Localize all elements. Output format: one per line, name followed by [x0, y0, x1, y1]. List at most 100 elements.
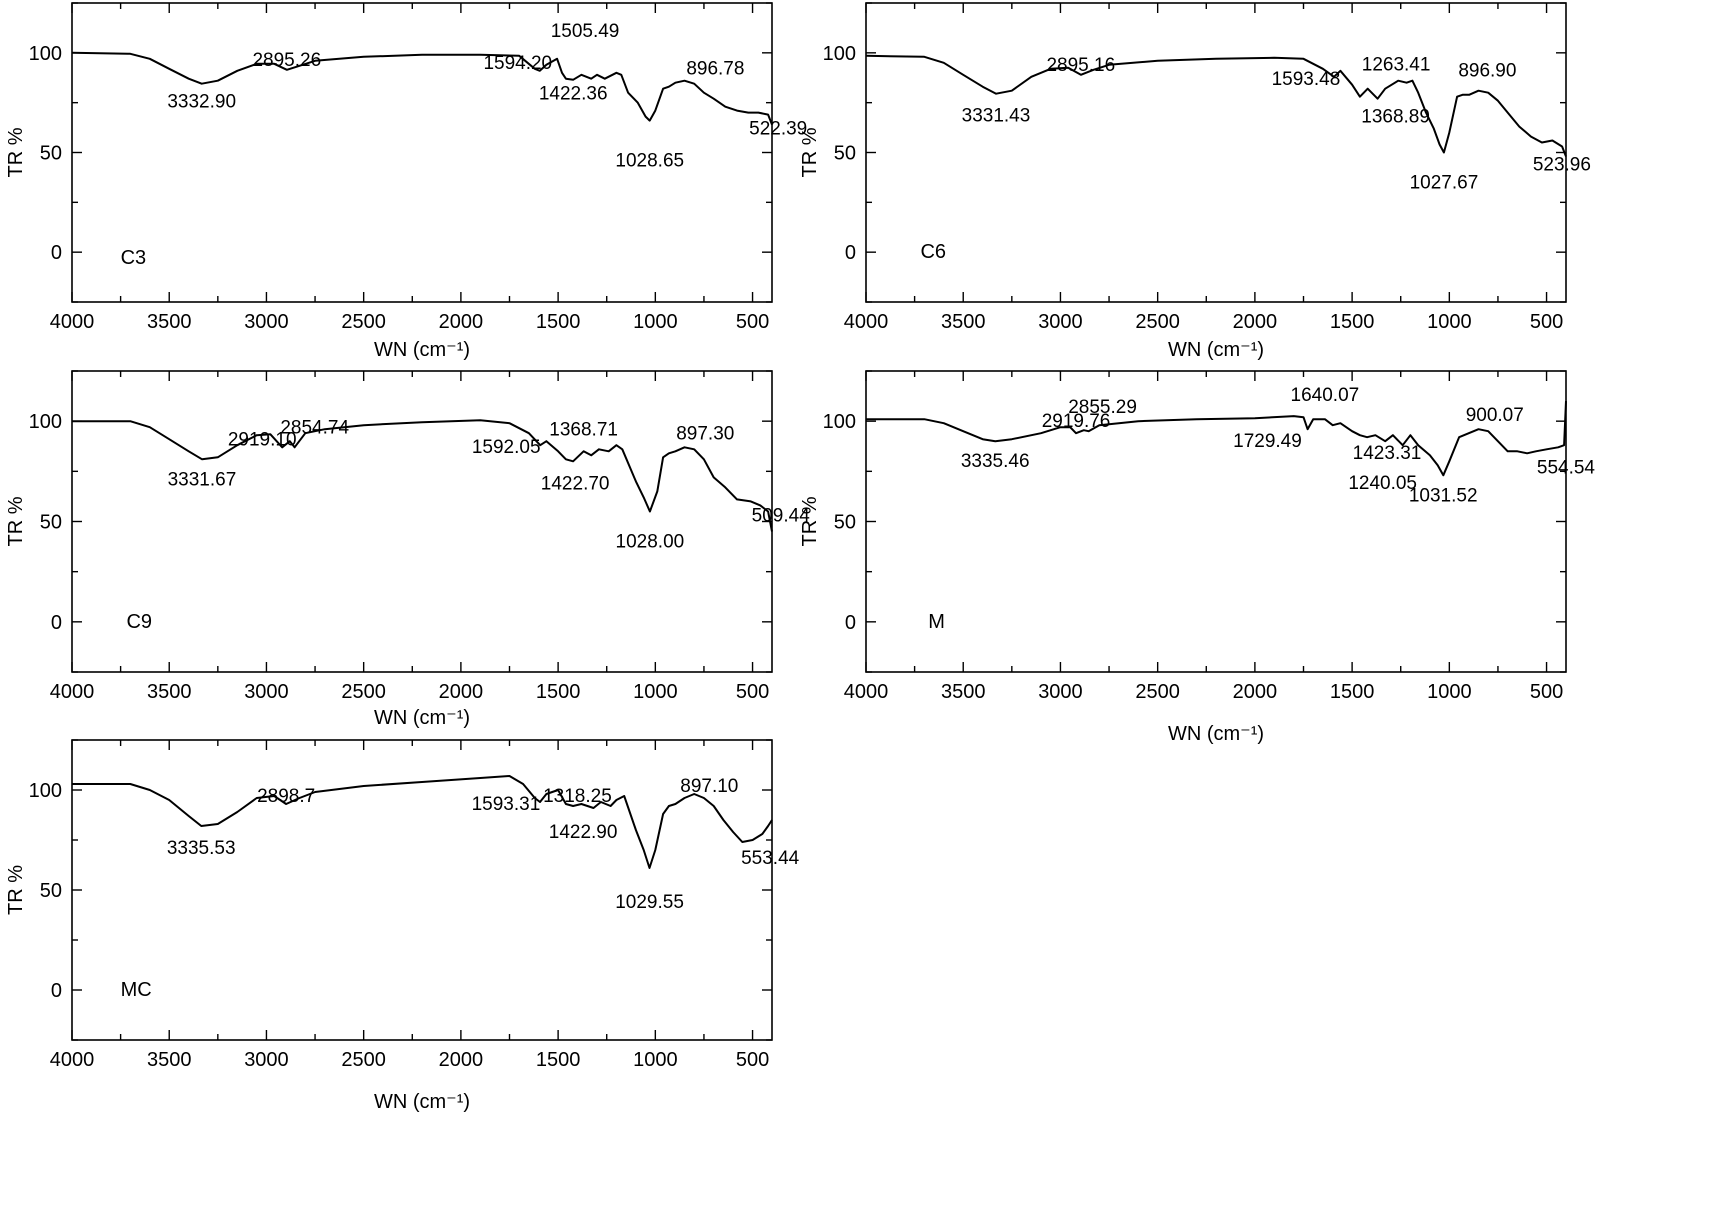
x-axis-title: WN (cm⁻¹)	[1168, 339, 1264, 361]
peak-label: 3331.67	[168, 469, 237, 490]
x-tick-label: 3500	[147, 681, 192, 703]
x-tick-label: 2000	[439, 681, 484, 703]
peak-label: 1640.07	[1291, 385, 1360, 406]
x-tick-label: 1000	[1427, 681, 1472, 703]
x-tick-label: 1000	[633, 1049, 678, 1071]
peak-label: 522.39	[749, 119, 807, 140]
peak-label: 509.44	[752, 505, 811, 526]
peak-label: 1028.65	[615, 151, 684, 172]
y-axis-title: TR %	[5, 496, 27, 546]
y-tick-label: 50	[834, 512, 856, 534]
peak-label: 1729.49	[1233, 431, 1302, 452]
x-axis-title: WN (cm⁻¹)	[374, 1091, 470, 1113]
peak-label: 3332.90	[167, 92, 236, 113]
x-tick-label: 3000	[244, 1049, 289, 1071]
x-tick-label: 4000	[50, 681, 95, 703]
x-tick-label: 1500	[1330, 681, 1375, 703]
peak-label: 896.78	[686, 59, 744, 80]
y-axis-title: TR %	[799, 127, 821, 177]
peak-label: 1368.89	[1361, 107, 1430, 128]
x-tick-label: 1500	[1330, 311, 1375, 333]
x-tick-label: 1000	[633, 311, 678, 333]
x-tick-label: 4000	[50, 311, 95, 333]
sample-label: MC	[121, 979, 152, 1001]
x-tick-label: 3500	[941, 681, 986, 703]
y-tick-label: 100	[29, 780, 62, 802]
y-tick-label: 100	[823, 411, 856, 433]
peak-label: 2895.26	[252, 50, 321, 71]
peak-label: 1029.55	[615, 892, 684, 913]
x-tick-label: 2500	[1135, 681, 1180, 703]
y-tick-label: 100	[29, 411, 62, 433]
peak-label: 1263.41	[1362, 55, 1431, 76]
peak-label: 3331.43	[962, 106, 1031, 127]
peak-label: 1422.70	[541, 473, 610, 494]
y-tick-label: 50	[834, 143, 856, 165]
x-tick-label: 3500	[147, 1049, 192, 1071]
x-tick-label: 1500	[536, 311, 581, 333]
x-axis-title: WN (cm⁻¹)	[374, 707, 470, 729]
chart-MC: 4000 3500 3000 2500 2000 1500 1000 500 0 50 100 WN …	[5, 739, 800, 1113]
y-tick-label: 0	[845, 612, 856, 634]
peak-label: 896.90	[1458, 61, 1516, 82]
spectrum-line	[866, 401, 1567, 477]
peak-label: 900.07	[1466, 405, 1524, 426]
y-axis-title: TR %	[5, 865, 27, 915]
peak-label: 554.54	[1537, 457, 1596, 478]
y-tick-label: 50	[40, 512, 62, 534]
x-tick-label: 500	[1530, 311, 1563, 333]
x-tick-label: 500	[736, 1049, 769, 1071]
y-tick-label: 0	[51, 242, 62, 264]
x-axis-title: WN (cm⁻¹)	[1168, 723, 1264, 745]
peak-label: 2855.29	[1068, 397, 1137, 418]
sample-label: M	[928, 611, 945, 633]
peak-label: 2895.16	[1046, 55, 1115, 76]
y-tick-label: 100	[29, 43, 62, 65]
peak-label: 2898.7	[257, 786, 315, 807]
x-tick-label: 4000	[844, 681, 889, 703]
x-tick-label: 4000	[50, 1049, 95, 1071]
peak-label: 1031.52	[1409, 485, 1478, 506]
y-tick-label: 100	[823, 43, 856, 65]
x-tick-label: 1000	[633, 681, 678, 703]
peak-label: 2854.74	[280, 417, 349, 438]
spectrum-line	[72, 775, 773, 869]
x-tick-label: 3000	[1038, 681, 1083, 703]
x-tick-label: 500	[736, 681, 769, 703]
x-tick-label: 2500	[1135, 311, 1180, 333]
x-tick-label: 3500	[941, 311, 986, 333]
y-tick-label: 0	[845, 242, 856, 264]
x-tick-label: 3000	[244, 681, 289, 703]
x-tick-label: 1500	[536, 681, 581, 703]
x-tick-label: 3000	[244, 311, 289, 333]
peak-label: 1592.05	[472, 437, 541, 458]
peak-label: 897.30	[676, 423, 734, 444]
x-tick-label: 1000	[1427, 311, 1472, 333]
peak-label: 1593.48	[1272, 69, 1341, 90]
peak-label: 1368.71	[549, 419, 618, 440]
sample-label: C6	[920, 241, 946, 263]
x-tick-label: 2500	[341, 311, 386, 333]
y-tick-label: 50	[40, 143, 62, 165]
peak-label: 1027.67	[1410, 173, 1479, 194]
peak-label: 1318.25	[543, 786, 612, 807]
peak-label: 2919.76	[1042, 411, 1111, 432]
x-tick-label: 500	[1530, 681, 1563, 703]
x-tick-label: 1500	[536, 1049, 581, 1071]
x-tick-label: 4000	[844, 311, 889, 333]
peak-label: 3335.46	[961, 451, 1030, 472]
x-axis-title: WN (cm⁻¹)	[374, 339, 470, 361]
chart-M: 4000 3500 3000 2500 2000 1500 1000 500 0 50 100 WN …	[799, 370, 1596, 745]
peak-label: 1422.90	[549, 822, 618, 843]
x-tick-label: 2000	[439, 311, 484, 333]
peak-label: 3335.53	[167, 838, 236, 859]
x-tick-label: 3000	[1038, 311, 1083, 333]
chart-C3: 4000 3500 3000 2500 2000 1500 1000 500 0 50 100 WN …	[5, 2, 807, 361]
plot-frame	[865, 370, 1567, 673]
spectrum-line	[71, 51, 773, 125]
x-tick-label: 2000	[1233, 681, 1278, 703]
peak-label: 553.44	[741, 848, 800, 869]
x-tick-label: 3500	[147, 311, 192, 333]
chart-C6: 4000 3500 3000 2500 2000 1500 1000 500 0 50 100 WN …	[799, 2, 1591, 361]
peak-label: 2919.10	[228, 429, 297, 450]
